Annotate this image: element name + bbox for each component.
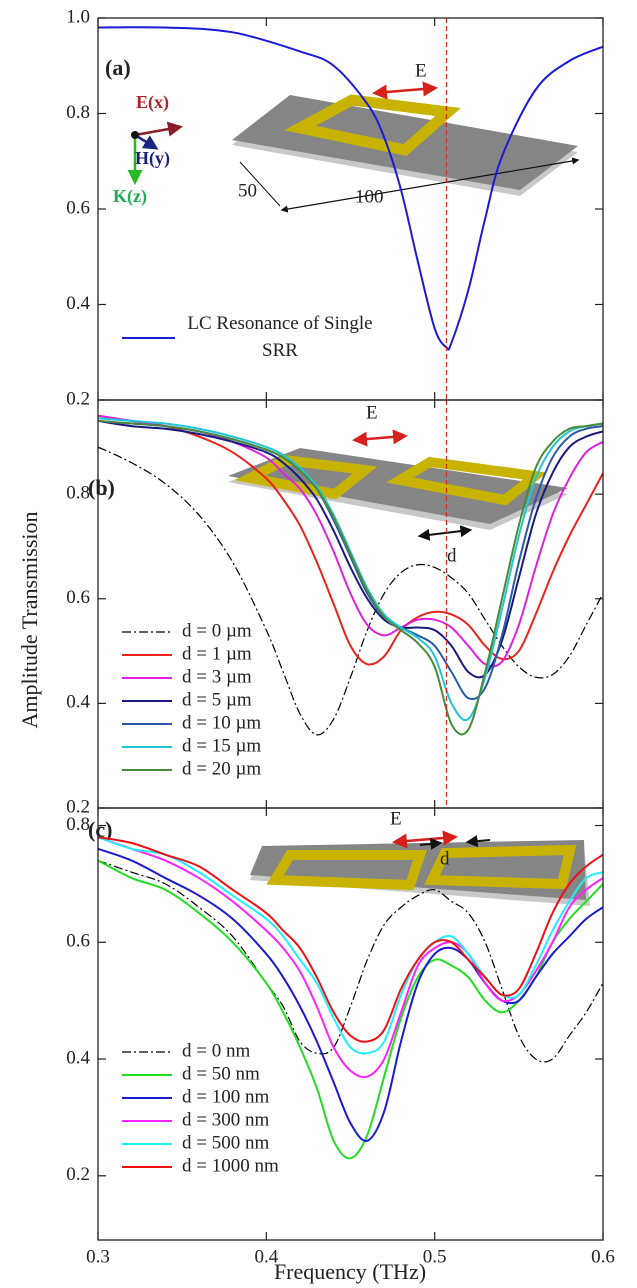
- series-line: [97, 859, 604, 1063]
- annotation: E: [390, 808, 402, 829]
- panel-label: (b): [88, 475, 115, 500]
- srr: [386, 456, 548, 506]
- x-tick-label: 0.4: [254, 1246, 278, 1267]
- legend-label: d = 0 nm: [182, 1040, 250, 1061]
- h-axis: [134, 133, 159, 150]
- series-line: [97, 859, 604, 1160]
- series-line: [97, 446, 604, 736]
- series-line: [97, 836, 604, 1079]
- annotation: E: [366, 402, 378, 423]
- y-tick-label: 0.8: [66, 102, 90, 123]
- legend-label: d = 15 µm: [182, 735, 261, 756]
- annotation: H(y): [135, 148, 170, 169]
- e-axis: [134, 121, 183, 137]
- y-tick-label: 0.4: [66, 692, 90, 713]
- y-tick-label: 0.6: [66, 587, 90, 608]
- legend-label: d = 3 µm: [182, 666, 252, 687]
- annotation: 50: [238, 180, 257, 201]
- annotation: d: [440, 848, 450, 869]
- dim-line: [239, 161, 281, 207]
- x-axis-label: Frequency (THz): [274, 1259, 426, 1284]
- annotation: E(x): [136, 92, 169, 113]
- legend-label: d = 10 µm: [182, 712, 261, 733]
- y-tick-label: 0.8: [66, 483, 90, 504]
- y-tick-label: 0.2: [66, 388, 90, 409]
- series-line: [97, 26, 604, 351]
- inset-b: [228, 429, 568, 541]
- legend-label: d = 5 µm: [182, 689, 252, 710]
- srr: [266, 850, 427, 891]
- inset-a: [127, 81, 580, 213]
- series-line: [97, 417, 604, 722]
- plot-frame: [97, 807, 604, 1241]
- d-arrow: [417, 525, 473, 541]
- x-tick-label: 0.6: [591, 1246, 615, 1267]
- annotation: 100: [355, 186, 384, 207]
- y-tick-label: 0.6: [66, 931, 90, 952]
- dim-line: [280, 157, 580, 213]
- panel-label: (a): [105, 55, 131, 80]
- d-arrow: [465, 835, 491, 848]
- x-tick-label: 0.3: [86, 1246, 110, 1267]
- axis-origin: [131, 131, 139, 139]
- series-line: [97, 836, 604, 1043]
- legend-label: d = 20 µm: [182, 758, 261, 779]
- legend-label: d = 300 nm: [182, 1109, 269, 1130]
- e-arrow: [352, 429, 408, 447]
- legend-label: d = 50 nm: [182, 1063, 260, 1084]
- y-tick-label: 1.0: [66, 6, 90, 27]
- y-axis-label: Amplitude Transmission: [17, 512, 42, 729]
- y-tick-label: 0.4: [66, 293, 90, 314]
- srr: [284, 94, 461, 156]
- series-line: [97, 847, 604, 1142]
- legend-label: d = 1 µm: [182, 643, 252, 664]
- y-tick-label: 0.2: [66, 796, 90, 817]
- inset-c: [250, 830, 590, 906]
- legend-label: d = 500 nm: [182, 1132, 269, 1153]
- legend-label: d = 100 nm: [182, 1086, 269, 1107]
- e-arrow: [392, 830, 458, 849]
- srr: [424, 844, 577, 890]
- legend-label: d = 0 µm: [182, 620, 252, 641]
- series-line: [97, 419, 604, 736]
- d-arrow: [419, 837, 443, 850]
- x-tick-label: 0.5: [423, 1246, 447, 1267]
- srr: [234, 454, 378, 500]
- series-line: [97, 414, 604, 666]
- series-line: [97, 836, 604, 1055]
- annotation: K(z): [113, 186, 147, 207]
- y-tick-label: 0.2: [66, 1164, 90, 1185]
- legend-label: d = 1000 nm: [182, 1155, 279, 1176]
- annotation: d: [447, 545, 457, 566]
- legend-label: LC Resonance of Single SRR: [187, 313, 373, 361]
- y-tick-label: 0.6: [66, 197, 90, 218]
- series-line: [97, 414, 604, 668]
- annotation: E: [415, 60, 427, 81]
- y-tick-label: 0.4: [66, 1047, 90, 1068]
- y-tick-label: 0.8: [66, 814, 90, 835]
- e-arrow: [372, 81, 438, 100]
